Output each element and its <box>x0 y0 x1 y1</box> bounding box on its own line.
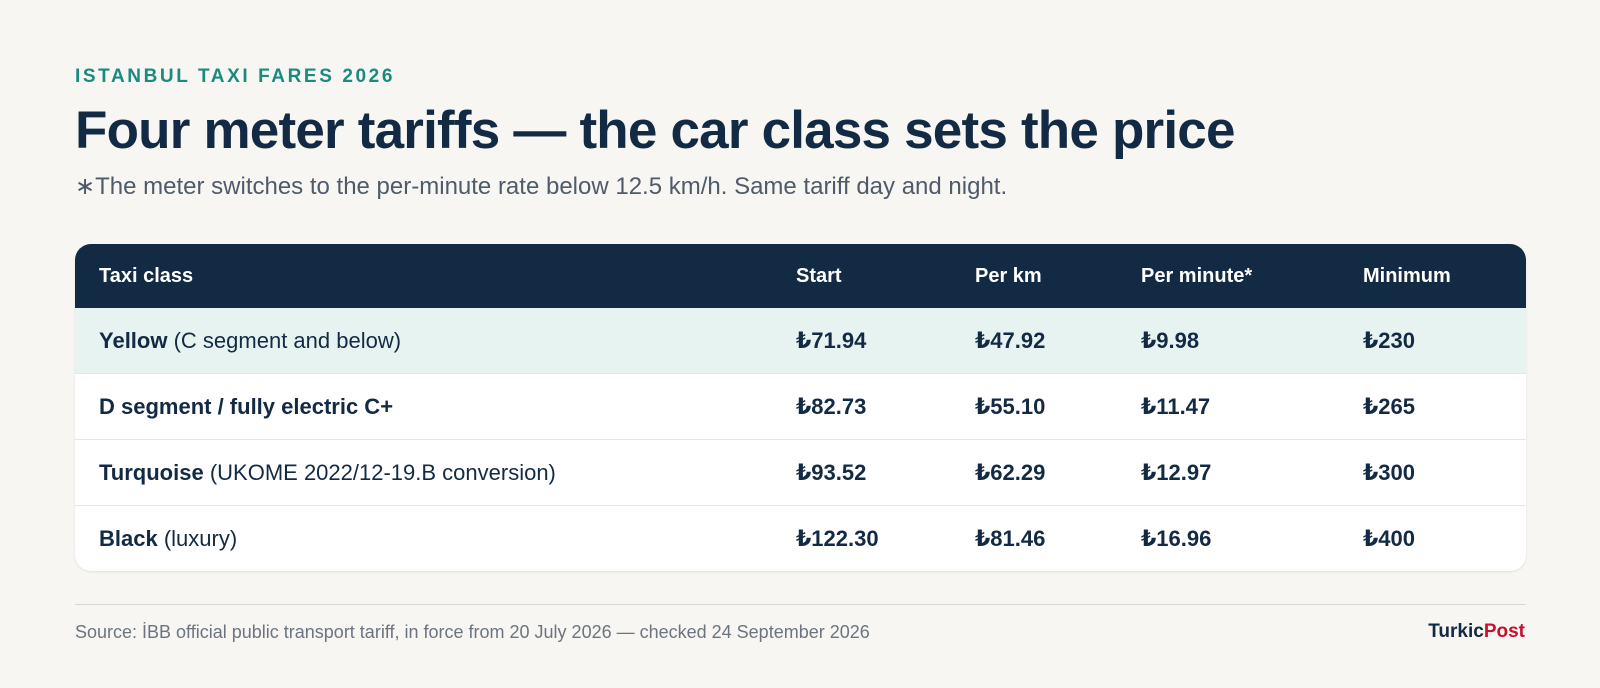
minimum-fare: ₺230 <box>1363 327 1416 353</box>
start-fare: ₺122.30 <box>796 525 879 551</box>
minimum-fare: ₺400 <box>1363 525 1416 551</box>
page-title: Four meter tariffs — the car class sets … <box>75 101 1235 160</box>
table-row: D segment / fully electric C+ ₺82.73 ₺55… <box>75 373 1526 439</box>
taxi-class-name: Turquoise <box>99 459 204 485</box>
table-header-row: Taxi class Start Per km Per minute* Mini… <box>75 244 1526 308</box>
start-fare: ₺82.73 <box>796 393 867 419</box>
brand-part-2: Post <box>1483 621 1525 642</box>
brand-logo: TurkicPost <box>1428 621 1525 643</box>
table-row: Black (luxury) ₺122.30 ₺81.46 ₺16.96 ₺40… <box>75 505 1526 571</box>
taxi-class-cell: D segment / fully electric C+ <box>75 394 796 420</box>
source-note: Source: İBB official public transport ta… <box>75 622 870 642</box>
table-row: Turquoise (UKOME 2022/12-19.B conversion… <box>75 439 1526 505</box>
taxi-class-note: (C segment and below) <box>167 327 402 353</box>
fare-table: Taxi class Start Per km Per minute* Mini… <box>75 244 1526 571</box>
footer-divider <box>75 604 1526 605</box>
minimum-fare: ₺300 <box>1363 459 1416 485</box>
header-taxi-class: Taxi class <box>99 264 194 287</box>
taxi-class-cell: Yellow (C segment and below) <box>75 328 796 354</box>
brand-part-1: Turkic <box>1428 621 1484 642</box>
header-minimum: Minimum <box>1363 264 1451 287</box>
per-minute-fare: ₺9.98 <box>1141 327 1200 353</box>
minimum-fare: ₺265 <box>1363 393 1416 419</box>
per-minute-fare: ₺12.97 <box>1141 459 1212 485</box>
subtitle: ∗The meter switches to the per-minute ra… <box>75 173 1008 200</box>
header-per-km: Per km <box>975 264 1042 287</box>
taxi-class-note: (UKOME 2022/12-19.B conversion) <box>203 459 556 485</box>
kicker: ISTANBUL TAXI FARES 2026 <box>75 66 396 87</box>
header-start: Start <box>796 264 842 287</box>
taxi-class-cell: Black (luxury) <box>75 526 796 552</box>
per-km-fare: ₺62.29 <box>975 459 1046 485</box>
per-km-fare: ₺47.92 <box>975 327 1046 353</box>
start-fare: ₺71.94 <box>796 327 867 353</box>
per-km-fare: ₺55.10 <box>975 393 1046 419</box>
header-per-minute: Per minute* <box>1141 264 1253 287</box>
taxi-class-note: (luxury) <box>157 525 238 551</box>
taxi-class-name: Yellow <box>99 327 168 353</box>
per-minute-fare: ₺16.96 <box>1141 525 1212 551</box>
per-km-fare: ₺81.46 <box>975 525 1046 551</box>
taxi-class-name: Black <box>99 525 158 551</box>
taxi-class-name: D segment / fully electric C+ <box>99 393 394 419</box>
table-row: Yellow (C segment and below) ₺71.94 ₺47.… <box>75 308 1526 373</box>
taxi-class-cell: Turquoise (UKOME 2022/12-19.B conversion… <box>75 460 796 486</box>
start-fare: ₺93.52 <box>796 459 867 485</box>
per-minute-fare: ₺11.47 <box>1141 393 1211 419</box>
